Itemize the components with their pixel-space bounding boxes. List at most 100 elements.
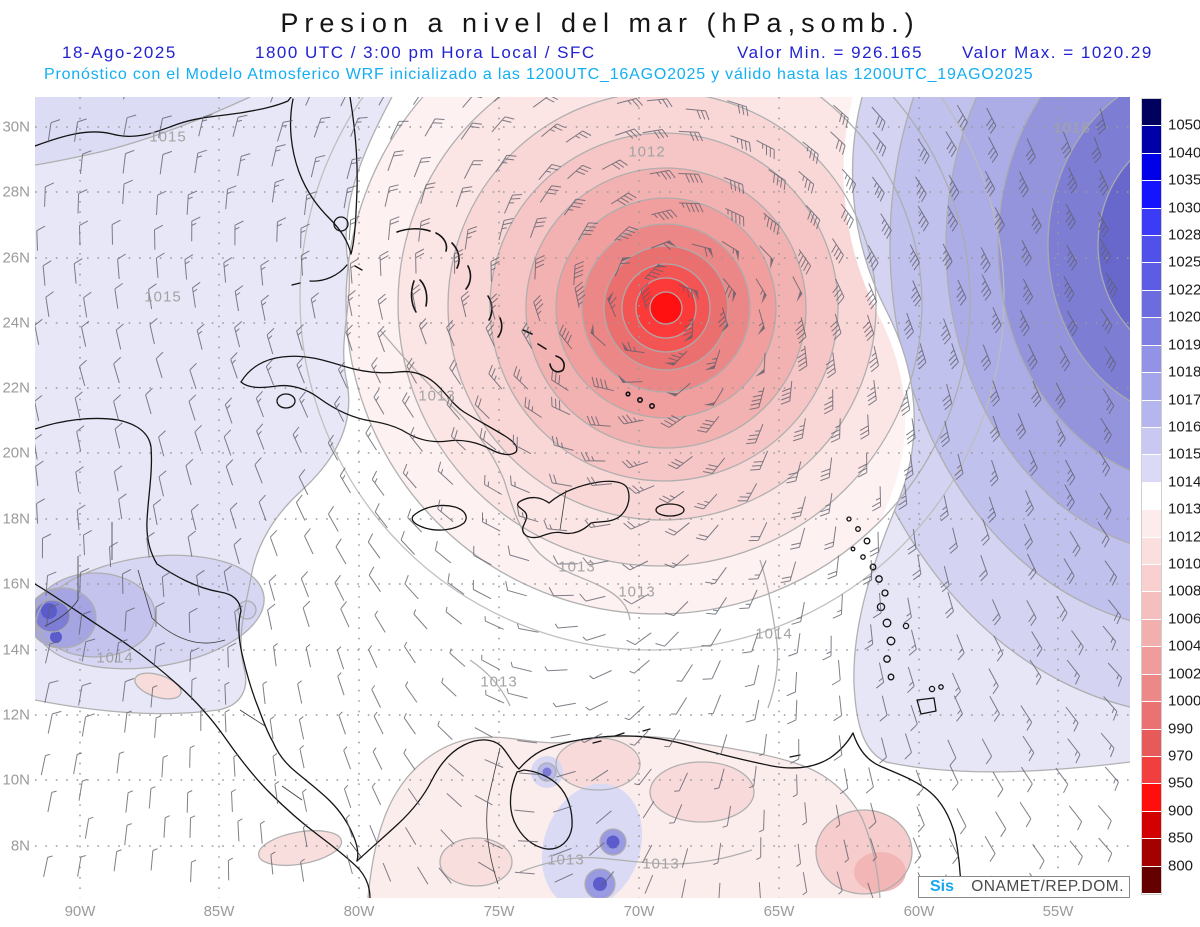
shading-east-blue-high: [843, 97, 1130, 781]
isobar-value-label: 1013: [547, 851, 585, 869]
isla-juventud: [276, 393, 296, 409]
lesser-antilles: [592, 516, 944, 758]
lat-tick-label: 20N: [2, 444, 30, 462]
colorbar-segment: [1142, 208, 1161, 237]
shading-andes-blue-spots: [531, 756, 643, 898]
lat-tick-label: 14N: [2, 641, 30, 659]
lake-maracaibo: [509, 769, 573, 850]
lat-tick-label: 12N: [2, 706, 30, 724]
min-value-label: Valor Min. = 926.165: [737, 43, 924, 62]
colorbar-tick-label: 1020: [1168, 308, 1200, 326]
lat-tick-label: 22N: [2, 379, 30, 397]
colorbar-segment: [1142, 592, 1161, 620]
colorbar-tick-label: 1050: [1168, 116, 1200, 134]
watermark-sis: Sis: [930, 878, 955, 895]
cuba: [240, 355, 518, 456]
wind-barbs: [35, 97, 1123, 898]
colorbar-segment: [1142, 373, 1161, 401]
lat-tick-label: 16N: [2, 575, 30, 593]
colorbar-segment: [1142, 99, 1161, 127]
lat-tick-label: 18N: [2, 510, 30, 528]
hispaniola: [516, 480, 630, 539]
colorbar-tick-label: 950: [1168, 774, 1194, 792]
pressure-colorbar: [1141, 98, 1162, 895]
isobar-contours: [35, 97, 1130, 898]
isobar-value-label: 1013: [558, 558, 596, 576]
isobar-value-label: 1013: [418, 387, 456, 405]
colorbar-tick-label: 1004: [1168, 637, 1200, 655]
colorbar-tick-label: 1015: [1168, 445, 1200, 463]
colorbar-tick-label: 1028: [1168, 226, 1200, 244]
colorbar-segment: [1142, 565, 1161, 593]
colorbar-segment: [1142, 181, 1161, 209]
puerto-rico: [655, 503, 685, 517]
date-label: 18-Ago-2025: [62, 43, 177, 62]
colorbar-segment: [1142, 811, 1161, 840]
lon-tick-label: 70W: [623, 903, 655, 920]
colorbar-segment: [1142, 290, 1161, 319]
lon-tick-label: 75W: [483, 903, 515, 920]
colorbar-segment: [1142, 236, 1161, 264]
colorbar-tick-label: 970: [1168, 747, 1194, 765]
colorbar-segment: [1142, 537, 1161, 566]
colorbar-tick-label: 850: [1168, 829, 1194, 847]
colorbar-segment: [1142, 345, 1161, 374]
colorbar-segment: [1142, 263, 1161, 291]
colorbar-tick-label: 1017: [1168, 391, 1200, 409]
colorbar-segment: [1142, 510, 1161, 538]
central-america-pacific: [35, 583, 371, 898]
isobar-value-label: 1013: [642, 855, 680, 873]
watermark-box: Sis ONAMET/REP.DOM.: [918, 876, 1130, 898]
colorbar-segment: [1142, 400, 1161, 428]
watermark-onamet: ONAMET/REP.DOM.: [971, 878, 1124, 895]
page-title: Presion a nivel del mar (hPa,somb.): [280, 8, 920, 38]
colorbar-segment: [1142, 756, 1161, 785]
colorbar-tick-label: 1000: [1168, 692, 1200, 710]
jamaica: [411, 504, 467, 531]
gulf-coast: [35, 97, 292, 147]
colorbar-tick-label: 1012: [1168, 528, 1200, 546]
colorbar-segment: [1142, 784, 1161, 812]
colorbar-tick-label: 1040: [1168, 144, 1200, 162]
isobar-value-label: 1013: [618, 583, 656, 601]
yucatan-central-america-caribbean: [35, 417, 359, 862]
isobar-value-label: 1018: [1053, 119, 1091, 137]
isobar-value-label: 1015: [149, 128, 187, 146]
colorbar-segment: [1142, 427, 1161, 456]
colorbar-tick-label: 1014: [1168, 473, 1200, 491]
lat-tick-label: 30N: [2, 118, 30, 136]
colorbar-segment: [1142, 839, 1161, 867]
lat-tick-label: 10N: [2, 771, 30, 789]
colorbar-tick-label: 1010: [1168, 555, 1200, 573]
lon-tick-label: 55W: [1042, 903, 1074, 920]
colorbar-segment: [1142, 126, 1161, 154]
lat-tick-label: 24N: [2, 314, 30, 332]
lon-tick-label: 90W: [64, 903, 96, 920]
colorbar-tick-label: 900: [1168, 802, 1194, 820]
forecast-line: Pronóstico con el Modelo Atmosferico WRF…: [44, 66, 1034, 83]
lon-tick-label: 60W: [903, 903, 935, 920]
max-value-label: Valor Max. = 1020.29: [962, 43, 1153, 62]
south-america-coast: [356, 732, 962, 898]
colorbar-tick-label: 1002: [1168, 665, 1200, 683]
colorbar-segment: [1142, 455, 1161, 483]
colorbar-segment: [1142, 674, 1161, 703]
colorbar-tick-label: 1035: [1168, 171, 1200, 189]
isobar-value-label: 1014: [755, 625, 793, 643]
colorbar-segment: [1142, 647, 1161, 675]
colorbar-segment: [1142, 866, 1161, 894]
isobar-value-label: 1013: [480, 673, 518, 691]
lat-tick-label: 26N: [2, 249, 30, 267]
colorbar-tick-label: 1013: [1168, 500, 1200, 518]
colorbar-segment: [1142, 482, 1161, 511]
colorbar-segment: [1142, 702, 1161, 730]
country-borders: [44, 489, 567, 885]
colorbar-tick-label: 1018: [1168, 363, 1200, 381]
lat-tick-label: 8N: [10, 837, 30, 855]
lat-tick-label: 28N: [2, 183, 30, 201]
coastlines: [35, 97, 962, 898]
colorbar-tick-label: 1008: [1168, 582, 1200, 600]
colorbar-tick-label: 1019: [1168, 336, 1200, 354]
colorbar-segment: [1142, 318, 1161, 346]
